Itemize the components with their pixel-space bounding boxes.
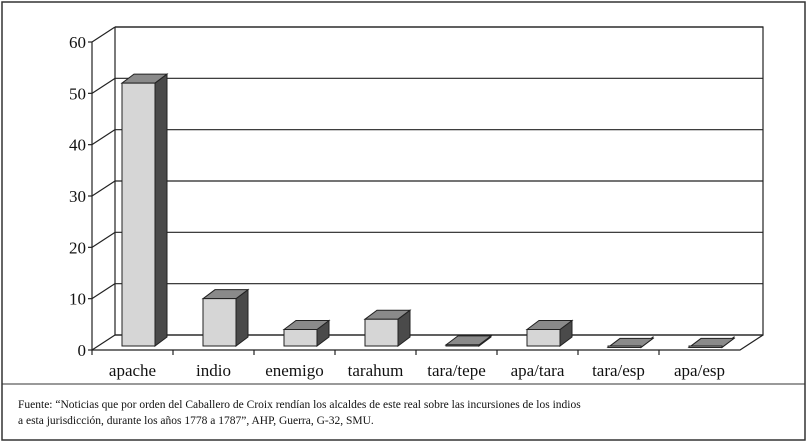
bar-front xyxy=(445,344,480,347)
source-note: a esta jurisdicción, durante los años 17… xyxy=(18,415,374,427)
x-tick-label: indio xyxy=(196,361,231,380)
bar-front xyxy=(607,345,642,348)
bar-front xyxy=(688,345,723,348)
bar xyxy=(687,336,736,349)
y-tick-label: 20 xyxy=(69,238,86,257)
bar xyxy=(444,334,493,347)
grid-line xyxy=(91,129,116,146)
bar xyxy=(201,288,250,347)
y-tick-label: 30 xyxy=(69,187,86,206)
grid-line xyxy=(91,231,116,248)
grid-line xyxy=(91,180,116,197)
y-tick-label: 0 xyxy=(78,341,87,360)
bar xyxy=(525,319,574,347)
x-tick-label: tara/tepe xyxy=(427,361,486,380)
x-tick-label: tara/esp xyxy=(592,361,645,380)
bar xyxy=(120,73,169,347)
source-note: Fuente: “Noticias que por orden del Caba… xyxy=(18,399,581,411)
grid-line xyxy=(91,77,116,94)
x-tick-label: apache xyxy=(109,361,156,380)
x-tick-label: apa/esp xyxy=(674,361,725,380)
bar-front xyxy=(202,298,237,347)
bar-top xyxy=(444,335,493,346)
bar-front xyxy=(283,328,318,347)
y-tick-label: 60 xyxy=(69,33,86,52)
y-tick-label: 50 xyxy=(69,84,86,103)
x-tick-label: apa/tara xyxy=(511,361,565,380)
bar-front xyxy=(364,318,399,347)
floor xyxy=(92,334,764,351)
bar xyxy=(363,309,412,347)
bar-front xyxy=(121,82,156,347)
bar-front xyxy=(526,328,561,347)
y-tick-label: 10 xyxy=(69,290,86,309)
bar xyxy=(606,336,655,349)
y-tick-label: 40 xyxy=(69,136,86,155)
x-tick-label: enemigo xyxy=(265,361,324,380)
grid-line xyxy=(91,283,116,300)
bar-side xyxy=(235,288,249,347)
bar xyxy=(282,319,331,347)
x-tick-label: tarahum xyxy=(348,361,404,380)
grid-line xyxy=(91,334,116,351)
grid-line xyxy=(91,26,116,43)
bar-side xyxy=(154,73,168,347)
